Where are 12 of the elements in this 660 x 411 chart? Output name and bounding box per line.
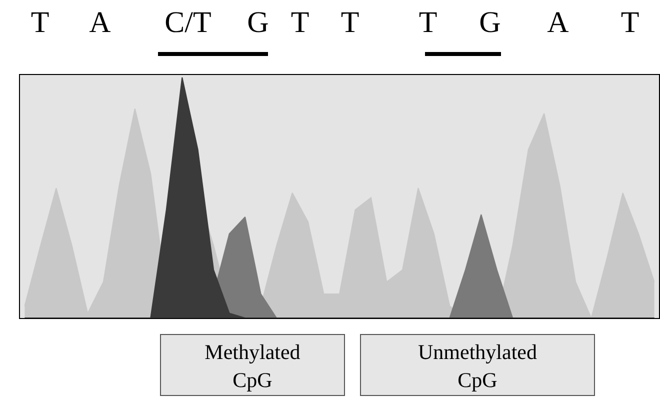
text: G [247,6,269,40]
text: T [620,6,640,40]
text: T [418,6,438,40]
text: Methylated CpG [160,334,345,396]
text: A [89,6,111,40]
text: T [30,6,50,40]
text: A [547,6,569,40]
text: G [479,6,501,40]
text: T [340,6,360,40]
text: T [290,6,310,40]
text: C/T [164,6,212,40]
text: Unmethylated CpG [360,334,595,396]
